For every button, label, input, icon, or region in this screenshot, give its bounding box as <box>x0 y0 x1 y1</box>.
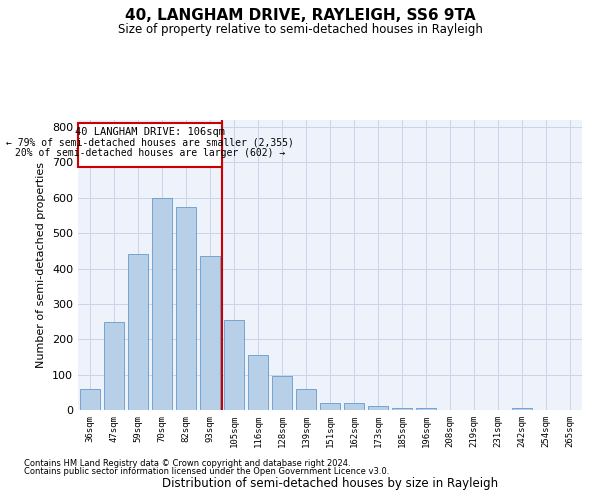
Bar <box>176 206 196 410</box>
Bar <box>344 403 364 410</box>
Text: 20% of semi-detached houses are larger (602) →: 20% of semi-detached houses are larger (… <box>15 148 285 158</box>
Bar <box>392 408 412 410</box>
Bar <box>80 389 100 410</box>
Text: Contains HM Land Registry data © Crown copyright and database right 2024.: Contains HM Land Registry data © Crown c… <box>24 458 350 468</box>
Y-axis label: Number of semi-detached properties: Number of semi-detached properties <box>37 162 46 368</box>
Text: Size of property relative to semi-detached houses in Rayleigh: Size of property relative to semi-detach… <box>118 22 482 36</box>
Bar <box>272 376 292 410</box>
Bar <box>296 389 316 410</box>
Bar <box>248 355 268 410</box>
Text: 40 LANGHAM DRIVE: 106sqm: 40 LANGHAM DRIVE: 106sqm <box>75 127 225 137</box>
Bar <box>416 408 436 410</box>
Text: Contains public sector information licensed under the Open Government Licence v3: Contains public sector information licen… <box>24 467 389 476</box>
Text: Distribution of semi-detached houses by size in Rayleigh: Distribution of semi-detached houses by … <box>162 477 498 490</box>
Bar <box>79 123 221 166</box>
Bar <box>104 322 124 410</box>
Bar <box>512 408 532 410</box>
Bar <box>128 254 148 410</box>
Bar <box>224 320 244 410</box>
Bar <box>368 406 388 410</box>
Text: 40, LANGHAM DRIVE, RAYLEIGH, SS6 9TA: 40, LANGHAM DRIVE, RAYLEIGH, SS6 9TA <box>125 8 475 22</box>
Bar <box>200 256 220 410</box>
Bar <box>320 403 340 410</box>
Text: ← 79% of semi-detached houses are smaller (2,355): ← 79% of semi-detached houses are smalle… <box>6 138 294 147</box>
Bar <box>152 198 172 410</box>
